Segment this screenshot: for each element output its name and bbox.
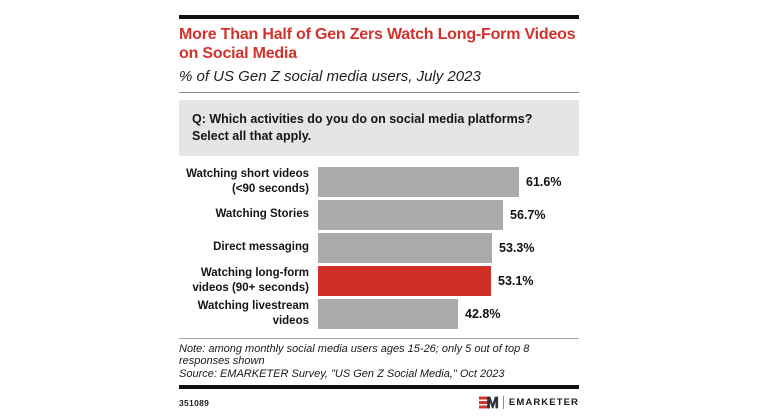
source-text: Source: EMARKETER Survey, "US Gen Z Soci… [179,368,505,381]
bar-label: Watching short videos (<90 seconds) [186,168,309,195]
question-text: Q: Which activities do you do on social … [192,111,533,143]
bar [318,166,519,197]
bottom-rule [179,385,579,390]
bar-value: 42.8% [465,306,501,321]
bar [318,265,491,296]
top-rule [179,15,579,19]
emarketer-logo: EMARKETER [478,396,579,410]
brand-name: EMARKETER [508,397,579,409]
bar-label: Watching livestream videos [197,300,309,327]
chart-id: 351089 [179,397,210,408]
footnote: Note: among monthly social media users a… [179,343,579,382]
chart-card: More Than Half of Gen Zers Watch Long-Fo… [179,0,579,410]
question-box: Q: Which activities do you do on social … [179,99,579,156]
title-divider [179,91,579,93]
bar-value: 53.1% [498,273,534,288]
logo-divider [502,396,504,410]
bar-value: 61.6% [526,174,562,189]
bar-label: Direct messaging [213,241,309,254]
bar [318,232,492,263]
bar-value: 53.3% [499,240,535,255]
chart-row: Watching Stories 56.7% [179,199,579,230]
chart: Watching short videos (<90 seconds) 61.6%… [179,166,579,329]
bar-label: Watching Stories [215,208,310,221]
chart-row: Direct messaging 53.3% [179,232,579,263]
bar-value: 56.7% [510,207,546,222]
note-text: Note: among monthly social media users a… [179,342,530,368]
footnote-divider [179,337,579,339]
footer: 351089 EMARKETER [179,396,579,410]
chart-row: Watching livestream videos 42.8% [179,298,579,329]
chart-row: Watching long-form videos (90+ seconds) 5… [179,265,579,296]
bar [318,199,503,230]
em-monogram-icon [478,396,499,409]
chart-title: More Than Half of Gen Zers Watch Long-Fo… [179,26,576,62]
bar [318,298,458,329]
bar-label: Watching long-form videos (90+ seconds) [192,267,309,294]
chart-subtitle: % of US Gen Z social media users, July 2… [179,67,481,85]
chart-row: Watching short videos (<90 seconds) 61.6% [179,166,579,197]
